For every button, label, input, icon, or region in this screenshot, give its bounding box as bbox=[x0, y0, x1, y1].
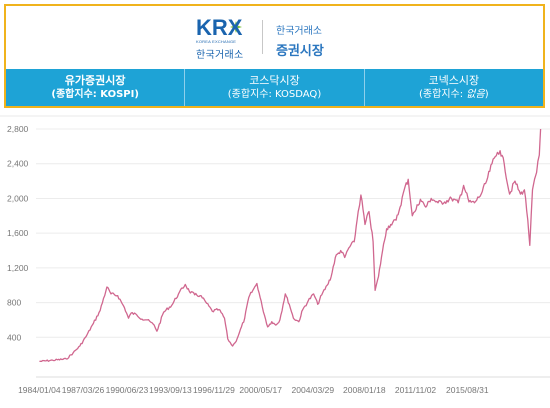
tab-kosdaq[interactable]: 코스닥시장 (종합지수: KOSDAQ) bbox=[185, 69, 365, 106]
header-panel: KRX KOREA EXCHANGE 한국거래소 한국거래소 증권시장 유가증권… bbox=[4, 4, 545, 108]
x-tick-label: 2000/05/17 bbox=[239, 385, 282, 395]
x-tick-label: 2011/11/02 bbox=[395, 385, 437, 395]
krx-logo-small-text: KOREA EXCHANGE bbox=[196, 39, 237, 44]
tab-kospi[interactable]: 유가증권시장 (종합지수: KOSPI) bbox=[6, 69, 186, 106]
krx-star-icon bbox=[230, 21, 242, 33]
tab-kospi-index: (종합지수: KOSPI) bbox=[51, 89, 139, 100]
market-title: 증권시장 bbox=[276, 44, 324, 59]
x-axis: 1984/01/04 1987/03/26 1990/06/23 1993/09/13… bbox=[18, 376, 550, 395]
tab-konex[interactable]: 코넥스시장 (종합지수: 없음) bbox=[365, 69, 543, 106]
grid-lines bbox=[36, 128, 550, 338]
x-tick-label: 1984/01/04 bbox=[18, 385, 61, 395]
y-tick-label: 400 bbox=[7, 332, 21, 342]
tab-kospi-name: 유가증권시장 bbox=[64, 74, 126, 87]
market-tabs: 유가증권시장 (종합지수: KOSPI) 코스닥시장 (종합지수: KOSDAQ… bbox=[6, 69, 543, 106]
y-tick-label: 2,000 bbox=[7, 193, 29, 203]
y-tick-label: 1,200 bbox=[7, 263, 29, 273]
y-tick-label: 2,800 bbox=[7, 124, 29, 134]
tab-konex-name: 코넥스시장 bbox=[428, 74, 480, 87]
tab-konex-index: (종합지수: 없음) bbox=[419, 89, 489, 100]
x-tick-label: 2008/01/18 bbox=[343, 385, 386, 395]
y-tick-label: 800 bbox=[7, 298, 21, 308]
x-tick-label: 1993/09/13 bbox=[149, 385, 192, 395]
y-tick-label: 2,400 bbox=[7, 159, 29, 169]
krx-logo-korean: 한국거래소 bbox=[196, 50, 244, 61]
logo-area: KRX KOREA EXCHANGE 한국거래소 한국거래소 증권시장 bbox=[6, 6, 543, 69]
x-tick-label: 2015/08/31 bbox=[446, 385, 489, 395]
kospi-line-chart: 2,800 2,400 2,000 1,600 1,200 800 400 1984/01/… bbox=[0, 115, 550, 395]
x-tick-label: 1996/11/29 bbox=[193, 385, 235, 395]
tab-kosdaq-index: (종합지수: KOSDAQ) bbox=[227, 89, 322, 100]
x-tick-label: 1990/06/23 bbox=[106, 385, 149, 395]
kospi-index-line bbox=[39, 128, 542, 363]
logo-divider bbox=[262, 20, 263, 54]
y-tick-label: 1,600 bbox=[7, 228, 29, 238]
org-name: 한국거래소 bbox=[276, 26, 322, 37]
y-axis: 2,800 2,400 2,000 1,600 1,200 800 400 bbox=[7, 124, 29, 342]
krx-logo-text[interactable]: KRX bbox=[196, 15, 243, 40]
tab-kosdaq-name: 코스닥시장 bbox=[249, 74, 300, 87]
x-tick-label: 2004/03/29 bbox=[292, 385, 335, 395]
x-tick-label: 1987/03/26 bbox=[62, 385, 105, 395]
